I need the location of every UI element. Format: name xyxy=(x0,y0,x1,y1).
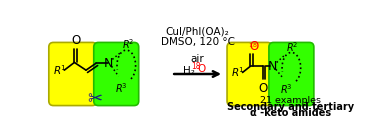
Text: H₂: H₂ xyxy=(183,66,195,76)
Text: DMSO, 120 °C: DMSO, 120 °C xyxy=(161,37,235,47)
Text: 18: 18 xyxy=(191,62,201,71)
Text: O: O xyxy=(259,82,268,95)
Text: α -keto amides: α -keto amides xyxy=(250,108,331,118)
Text: O: O xyxy=(71,34,80,47)
Text: R$^1$: R$^1$ xyxy=(231,66,244,79)
Text: R$^1$: R$^1$ xyxy=(53,63,67,77)
FancyBboxPatch shape xyxy=(227,42,272,106)
Text: N: N xyxy=(268,60,277,73)
Text: N: N xyxy=(104,57,113,70)
Text: 21 examples: 21 examples xyxy=(260,96,321,105)
Text: air: air xyxy=(191,54,204,64)
Text: R$^3$: R$^3$ xyxy=(115,81,127,95)
Text: R$^2$: R$^2$ xyxy=(122,37,135,51)
FancyBboxPatch shape xyxy=(49,42,97,106)
Text: R$^2$: R$^2$ xyxy=(286,40,298,54)
Text: CuI/PhI(OA)₂: CuI/PhI(OA)₂ xyxy=(166,27,229,37)
FancyBboxPatch shape xyxy=(94,42,139,106)
Text: ✂: ✂ xyxy=(88,91,103,109)
Text: Secondary and tertiary: Secondary and tertiary xyxy=(227,102,354,112)
Text: R$^3$: R$^3$ xyxy=(280,82,293,95)
Text: O: O xyxy=(198,64,206,74)
Text: O: O xyxy=(249,40,259,53)
Text: $^{18}$: $^{18}$ xyxy=(248,43,257,52)
FancyBboxPatch shape xyxy=(269,42,314,106)
